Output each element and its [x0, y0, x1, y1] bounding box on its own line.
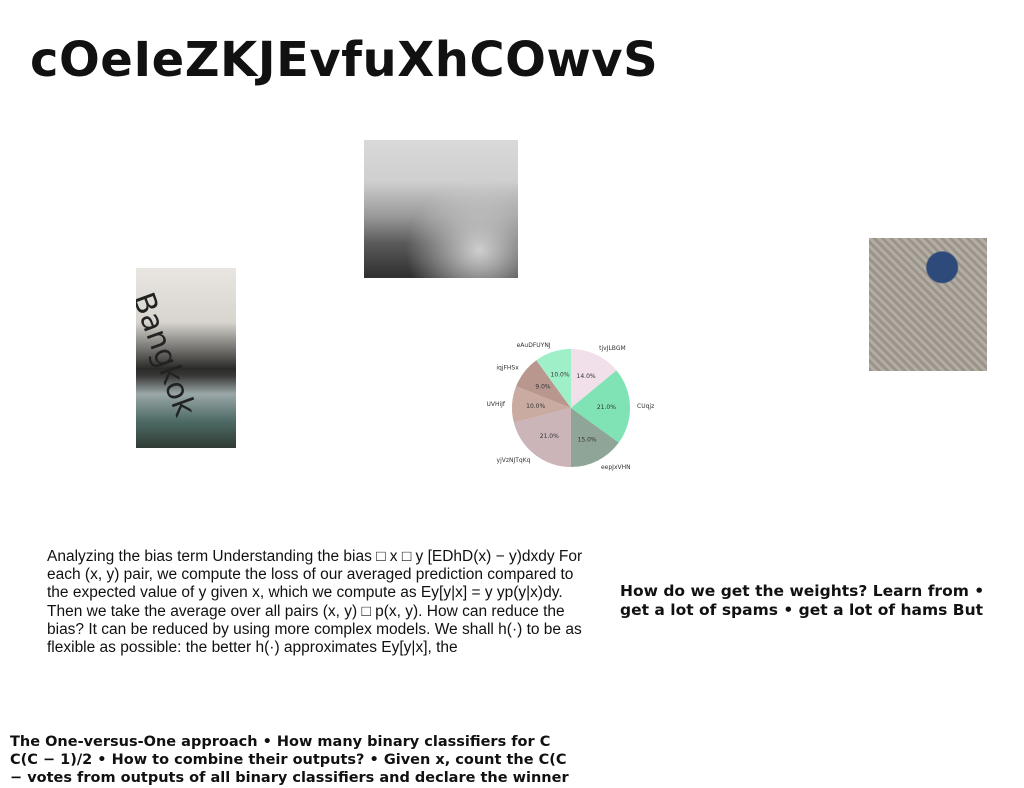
pie-slice: [571, 349, 617, 408]
pie-slice: [512, 386, 571, 423]
side-paragraph: How do we get the weights? Learn from • …: [620, 582, 985, 619]
forest-photo: [364, 140, 518, 278]
pie-category-label: CUqjz: [637, 403, 654, 410]
pie-value-label: 15.0%: [578, 437, 597, 444]
pie-category-label: UVHiJf: [486, 401, 505, 408]
body-paragraph: Analyzing the bias term Understanding th…: [47, 548, 583, 657]
pie-value-label: 10.0%: [551, 371, 570, 378]
bangkok-sign-text: Bangkok: [136, 288, 203, 422]
pie-value-label: 21.0%: [540, 433, 559, 440]
pie-category-label: iqjFHSx: [496, 364, 519, 371]
pie-value-label: 14.0%: [577, 373, 596, 380]
pie-value-label: 10.0%: [526, 403, 545, 410]
page-title: cOeIeZKJEvfuXhCOwvS: [30, 32, 659, 88]
pie-slice: [571, 370, 630, 443]
pie-slice: [571, 408, 619, 467]
pie-category-label: eAuDFUYNJ: [517, 342, 551, 349]
pie-slice: [536, 349, 571, 408]
bangkok-photo: Bangkok: [136, 268, 236, 448]
pie-slice: [513, 408, 571, 467]
pie-category-label: eepJxVHN: [601, 464, 631, 471]
pie-category-label: yjVzNJTqKq: [497, 457, 531, 464]
pie-value-label: 21.0%: [597, 404, 616, 411]
pie-chart: 14.0% tjvJLBGM 21.0% CUqjz 15.0% eepJxVHN 21.0…: [486, 342, 654, 471]
pie-value-label: 9.0%: [535, 383, 551, 390]
scarf-photo: [869, 238, 987, 371]
footer-paragraph: The One-versus-One approach • How many b…: [10, 734, 569, 786]
pie-slice: [516, 360, 571, 408]
pie-category-label: tjvJLBGM: [599, 345, 626, 352]
